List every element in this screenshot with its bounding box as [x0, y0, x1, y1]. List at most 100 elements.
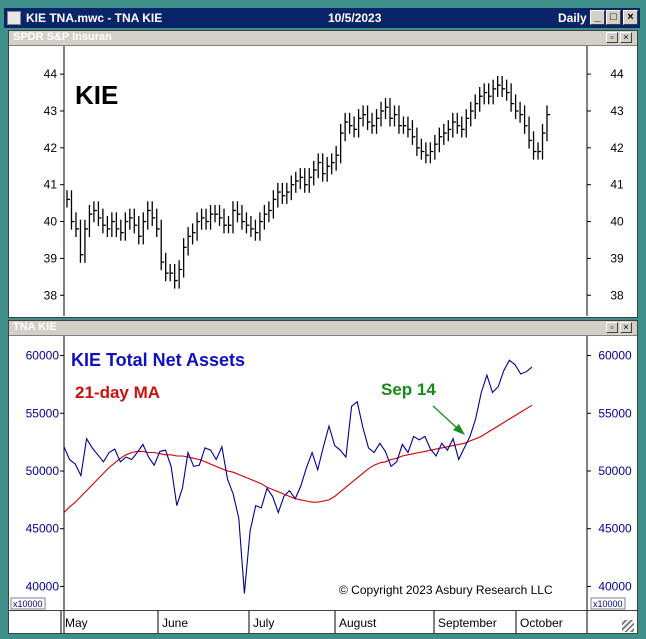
- price-tick-label-left: 44: [44, 67, 58, 81]
- price-bar: [523, 105, 528, 134]
- ticker-label: KIE: [75, 80, 118, 110]
- price-bar: [519, 101, 524, 123]
- tna-title: KIE Total Net Assets: [71, 350, 245, 370]
- price-chart: 38 38 39 39 40 40 41 41 42 42 43 43 44 44 KIE: [44, 46, 624, 316]
- restore-icon: ▫: [610, 32, 614, 42]
- price-bar: [106, 216, 111, 238]
- price-bar: [371, 112, 376, 134]
- price-bar: [541, 123, 546, 160]
- tna-tick-label-right: 40000: [598, 579, 632, 593]
- price-bar: [120, 219, 124, 241]
- price-bar: [178, 260, 183, 289]
- price-bar: [115, 212, 120, 238]
- price-bar: [138, 216, 142, 245]
- maximize-icon: □: [610, 11, 617, 23]
- price-bar: [483, 83, 488, 105]
- annotation-arrow: [432, 405, 465, 435]
- price-bar: [514, 94, 519, 120]
- price-bar: [236, 201, 241, 223]
- price-bar: [277, 182, 281, 208]
- price-bar: [254, 219, 259, 241]
- price-bar: [165, 252, 169, 282]
- price-bar: [438, 127, 443, 153]
- app-icon: [7, 11, 21, 25]
- price-bar: [209, 204, 214, 230]
- price-bar: [452, 112, 456, 138]
- price-pane: SPDR S&P Insuran ▫ × 38 38 39 39 40 40 41 41 42 4…: [8, 30, 638, 318]
- price-bar: [348, 112, 353, 134]
- tna-pane-title: TNA KIE: [13, 321, 57, 333]
- price-bar: [272, 190, 277, 219]
- price-bar: [497, 75, 501, 97]
- price-bar: [88, 204, 93, 238]
- price-bar: [268, 201, 272, 223]
- price-bar: [66, 190, 70, 208]
- price-bar: [182, 238, 187, 278]
- price-bar: [70, 190, 75, 230]
- tna-line: [63, 359, 533, 594]
- price-bar: [456, 112, 461, 134]
- price-pane-title: SPDR S&P Insuran: [13, 31, 112, 43]
- price-tick-label-right: 43: [610, 104, 624, 118]
- price-bar: [290, 175, 295, 201]
- price-bar: [407, 116, 411, 138]
- price-bar: [425, 142, 429, 164]
- price-bar: [420, 138, 425, 160]
- price-bar: [384, 98, 389, 120]
- price-bar: [474, 94, 479, 120]
- maximize-button[interactable]: □: [606, 10, 621, 25]
- price-bar: [339, 123, 344, 164]
- price-bar: [259, 212, 263, 241]
- price-bar: [501, 75, 506, 97]
- price-bar: [147, 201, 151, 230]
- price-bar: [129, 208, 133, 230]
- minimize-button[interactable]: _: [590, 10, 605, 25]
- price-bar: [492, 79, 497, 105]
- tna-pane-close-button[interactable]: ×: [620, 322, 632, 333]
- copyright-text: © Copyright 2023 Asbury Research LLC: [339, 583, 553, 597]
- price-bar: [537, 142, 542, 160]
- price-bar: [304, 168, 308, 193]
- multiplier-box-right: [590, 597, 626, 610]
- price-bar: [380, 101, 385, 127]
- tna-tick-label-right: 50000: [598, 464, 632, 478]
- price-bar: [393, 105, 398, 127]
- price-bar: [308, 168, 313, 193]
- resize-grip-icon[interactable]: [622, 620, 634, 632]
- month-label: May: [65, 616, 88, 630]
- close-button[interactable]: ×: [623, 10, 638, 25]
- price-bar: [169, 263, 174, 282]
- price-bar: [398, 105, 402, 134]
- price-bar: [317, 153, 322, 179]
- multiplier-label-right: x10000: [593, 599, 623, 609]
- price-bar: [205, 208, 210, 230]
- price-bar: [214, 204, 219, 223]
- price-bar: [191, 223, 196, 245]
- price-bar: [335, 145, 340, 171]
- tna-tick-label-left: 60000: [26, 349, 60, 363]
- price-bar: [488, 83, 492, 105]
- price-tick-label-left: 41: [44, 178, 58, 192]
- price-tick-label-right: 44: [610, 67, 624, 81]
- price-pane-header: SPDR S&P Insuran ▫ ×: [9, 31, 637, 46]
- price-pane-restore-button[interactable]: ▫: [606, 32, 618, 43]
- price-pane-close-button[interactable]: ×: [620, 32, 632, 43]
- price-bar: [84, 219, 88, 263]
- close-icon: ×: [623, 322, 629, 332]
- price-bar: [281, 182, 286, 204]
- tna-chart: 40000 40000 45000 45000 50000 50000 55000 55000…: [10, 336, 632, 610]
- sep14-annotation: Sep 14: [381, 380, 436, 399]
- price-bar: [375, 109, 380, 134]
- price-bar: [200, 208, 205, 230]
- tna-tick-label-right: 60000: [598, 349, 632, 363]
- window-period: Daily: [558, 11, 587, 25]
- tna-pane-restore-button[interactable]: ▫: [606, 322, 618, 333]
- price-bar: [102, 208, 106, 234]
- price-tick-label-left: 39: [44, 251, 58, 265]
- price-tick-label-left: 38: [44, 288, 58, 302]
- price-bar: [93, 201, 97, 223]
- price-bar: [174, 263, 178, 289]
- price-bar: [241, 204, 245, 230]
- tna-tick-label-left: 50000: [26, 464, 60, 478]
- price-bar: [411, 120, 416, 145]
